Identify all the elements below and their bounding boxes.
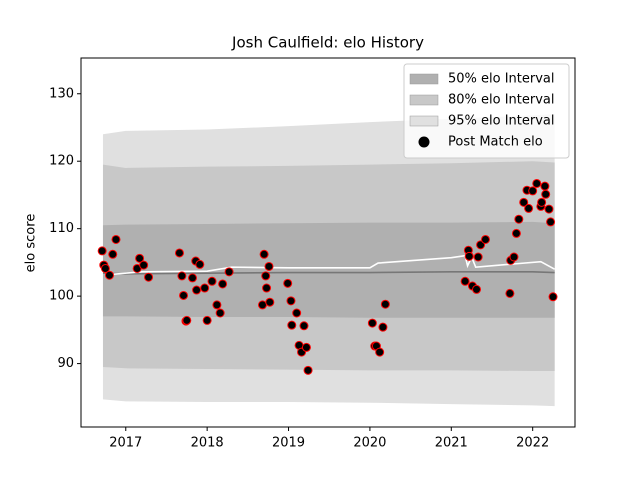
data-point	[367, 318, 377, 328]
data-point	[514, 214, 524, 224]
data-point	[97, 246, 107, 256]
data-point	[375, 347, 385, 357]
data-point	[299, 321, 309, 331]
data-point	[200, 283, 210, 293]
legend-marker	[418, 136, 430, 148]
data-point	[546, 217, 556, 227]
y-tick-label: 90	[57, 356, 74, 371]
data-point	[480, 234, 490, 244]
mean-line	[102, 254, 556, 276]
data-point	[174, 248, 184, 258]
data-point	[541, 189, 551, 199]
data-point	[511, 228, 521, 238]
legend-swatch	[409, 115, 439, 127]
x-tick-label: 2021	[435, 436, 468, 451]
data-point	[378, 322, 388, 332]
data-point	[464, 251, 474, 261]
legend-label: 50% elo Interval	[448, 72, 555, 87]
data-point	[212, 300, 222, 310]
data-point	[544, 204, 554, 214]
data-point	[218, 279, 228, 289]
data-point	[104, 270, 114, 280]
data-point	[524, 203, 534, 213]
data-point	[548, 292, 558, 302]
data-point	[519, 197, 529, 207]
data-point	[215, 308, 225, 318]
y-tick-label: 100	[49, 289, 74, 304]
interval-band	[102, 221, 555, 318]
x-tick-label: 2018	[191, 436, 224, 451]
data-point	[187, 273, 197, 283]
legend-box	[403, 63, 570, 159]
data-point	[202, 315, 212, 325]
data-point	[473, 252, 483, 262]
x-tick-label: 2019	[272, 436, 305, 451]
legend-label: 80% elo Interval	[448, 93, 555, 108]
data-point	[528, 186, 538, 196]
data-point	[380, 299, 390, 309]
data-point	[111, 234, 121, 244]
data-point	[505, 288, 515, 298]
data-point	[179, 290, 189, 300]
data-point	[472, 284, 482, 294]
data-point	[192, 285, 202, 295]
data-point	[135, 253, 145, 263]
legend-label: 95% elo Interval	[448, 114, 555, 129]
data-point	[292, 308, 302, 318]
data-point	[264, 261, 274, 271]
legend-swatch	[409, 73, 439, 85]
chart-title: Josh Caulfield: elo History	[231, 34, 424, 52]
data-point	[265, 297, 275, 307]
data-point	[537, 197, 547, 207]
data-point	[207, 276, 217, 286]
plot-frame	[80, 57, 576, 428]
data-point	[224, 267, 234, 277]
data-point	[283, 278, 293, 288]
data-point	[144, 272, 154, 282]
y-tick-label: 110	[49, 221, 74, 236]
data-point	[287, 320, 297, 330]
data-point	[460, 276, 470, 286]
data-point	[195, 259, 205, 269]
data-point	[100, 263, 110, 273]
x-tick-label: 2020	[353, 436, 386, 451]
y-tick-label: 130	[49, 86, 74, 101]
data-point	[303, 365, 313, 375]
legend-swatch	[409, 94, 439, 106]
data-point	[259, 249, 269, 259]
y-tick-label: 120	[49, 154, 74, 169]
data-point	[177, 271, 187, 281]
x-tick-label: 2022	[516, 436, 549, 451]
data-point	[182, 315, 192, 325]
data-point	[261, 271, 271, 281]
mean-line	[102, 271, 555, 275]
data-point	[257, 300, 267, 310]
data-point	[532, 178, 542, 188]
legend: 50% elo Interval 80% elo Interval 95% elo …	[403, 63, 570, 159]
data-point	[108, 249, 118, 259]
data-point	[286, 296, 296, 306]
y-axis-label: elo score	[24, 214, 39, 273]
data-point	[509, 252, 519, 262]
data-point	[301, 342, 311, 352]
data-point	[540, 181, 550, 191]
data-point	[139, 260, 149, 270]
data-point	[262, 283, 272, 293]
x-tick-label: 2017	[109, 436, 142, 451]
legend-label: Post Match elo	[448, 135, 543, 150]
